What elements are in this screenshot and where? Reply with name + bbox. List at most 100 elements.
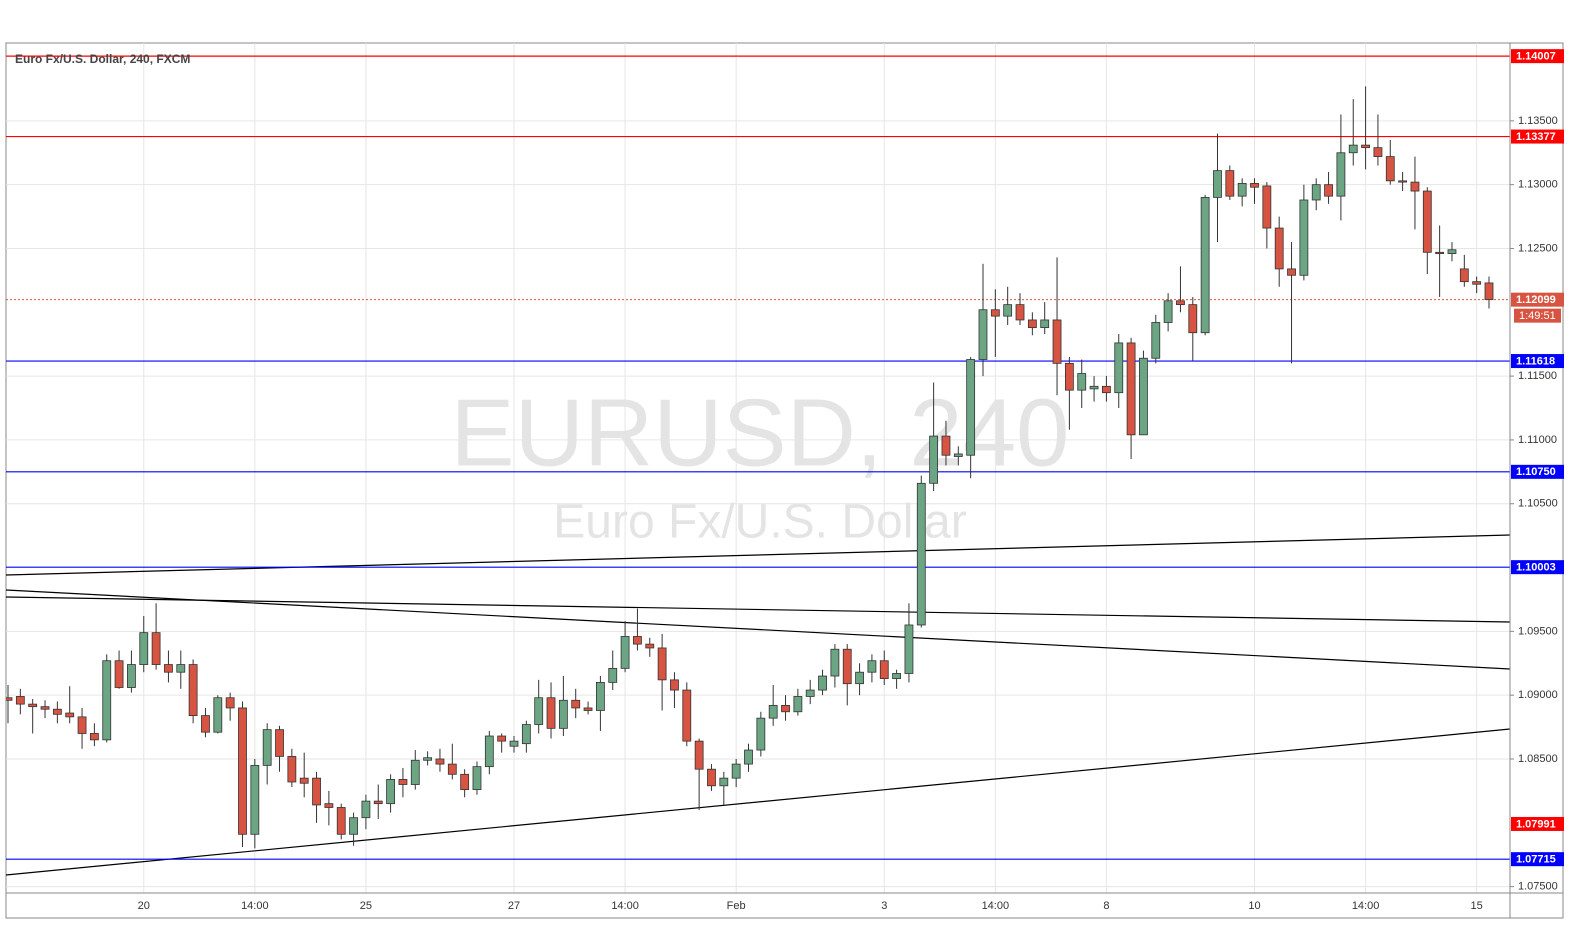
candle-body [188, 664, 198, 716]
candle-body [40, 706, 50, 710]
candle-body [521, 724, 531, 745]
y-tick-label: 1.09500 [1518, 625, 1558, 637]
candle-body [583, 707, 593, 711]
candle-body [1422, 190, 1432, 253]
candle-body [373, 800, 383, 805]
candle-body [558, 699, 568, 729]
candle-body [633, 636, 642, 645]
candle-body [15, 696, 25, 705]
candle-body [534, 697, 544, 725]
candle-body [65, 712, 75, 718]
candle-body [682, 689, 692, 742]
level-label: 1.10003 [1516, 562, 1556, 574]
candle-body [299, 777, 309, 784]
candle-body [472, 766, 482, 791]
candle-body [768, 704, 778, 719]
candle-body [1003, 304, 1013, 317]
trend-line [6, 728, 1510, 876]
trend-lines [6, 534, 1510, 876]
candle-body [1311, 184, 1321, 201]
countdown-tag [1514, 308, 1561, 323]
candle-body [225, 697, 235, 709]
candle-body [509, 740, 519, 747]
candle-body [620, 636, 630, 669]
candle-body [164, 664, 173, 673]
candle-body [756, 717, 766, 751]
x-tick-label: 10 [1248, 900, 1260, 912]
candle-body [670, 679, 679, 691]
candle-body [361, 800, 371, 819]
candle-body [1052, 319, 1062, 364]
candle-body [447, 763, 457, 775]
candle-body [250, 764, 260, 835]
candle-body [879, 660, 889, 679]
candle-body [262, 729, 272, 766]
x-tick-label: 14:00 [241, 900, 269, 912]
candle-body [1213, 170, 1222, 198]
candle-body [793, 696, 803, 713]
y-tick-label: 1.11000 [1518, 434, 1557, 446]
candle-body [1126, 342, 1136, 436]
candle-body [336, 807, 346, 835]
candle-body [1336, 152, 1346, 197]
x-tick-label: 3 [881, 900, 887, 912]
level-tag [1511, 354, 1564, 369]
candle-body [1176, 300, 1185, 306]
candle-body [1373, 147, 1383, 157]
candle-body [892, 673, 901, 679]
candle-body [731, 763, 741, 779]
candle-body [460, 773, 470, 791]
candle-body [1250, 182, 1259, 188]
x-tick-label: 27 [508, 900, 520, 912]
candle-body [176, 664, 186, 673]
candle-body [201, 715, 210, 733]
y-tick-label: 1.08500 [1518, 753, 1558, 765]
candle-body [1299, 199, 1309, 276]
trend-line [6, 534, 1510, 576]
candle-body [1040, 319, 1050, 329]
candle-body [904, 624, 914, 674]
candle-body [966, 359, 976, 456]
candle-body [744, 749, 753, 765]
candle-body [435, 758, 445, 765]
candle-body [1114, 342, 1124, 394]
candle-body [953, 453, 963, 457]
candle-body [89, 733, 99, 741]
y-tick-label: 1.13500 [1518, 115, 1558, 127]
candle-body [1484, 282, 1494, 300]
candle-body [114, 660, 124, 688]
candle-body [855, 671, 864, 685]
candle-body [546, 697, 556, 729]
candle-body [275, 729, 284, 757]
candle-body [929, 435, 939, 484]
level-label: 1.14007 [1516, 51, 1556, 63]
candle-body [867, 660, 877, 673]
candle-body [842, 648, 852, 685]
axes: 1.13500 1.13000 1.12500 1.11500 1.11000 1.105… [138, 49, 1564, 912]
candles [6, 86, 1494, 849]
candle-body [1459, 268, 1469, 283]
x-tick-label: 20 [138, 900, 150, 912]
candle-body [1385, 156, 1395, 182]
x-tick-label: 14:00 [1352, 900, 1380, 912]
x-tick-label: 15 [1471, 900, 1483, 912]
grid [6, 43, 1510, 893]
candle-body [151, 632, 161, 665]
y-tick-label: 1.11500 [1518, 370, 1557, 382]
candle-body [830, 648, 840, 677]
price-mark-tag [1511, 816, 1564, 831]
candle-body [608, 667, 618, 683]
candle-body [1163, 300, 1173, 323]
x-tick-label: 14:00 [611, 900, 639, 912]
trend-line [6, 596, 1510, 623]
candle-body [990, 309, 1000, 317]
candle-body [1102, 385, 1111, 394]
y-tick-label: 1.13000 [1518, 179, 1558, 191]
candle-body [139, 632, 149, 665]
candle-body [941, 435, 951, 456]
candle-body [28, 703, 38, 708]
candle-body [1225, 170, 1235, 197]
level-tag [1511, 852, 1564, 867]
chart-title: Euro Fx/U.S. Dollar, 240, FXCM [15, 52, 190, 66]
y-tick-label: 1.10500 [1518, 498, 1558, 510]
